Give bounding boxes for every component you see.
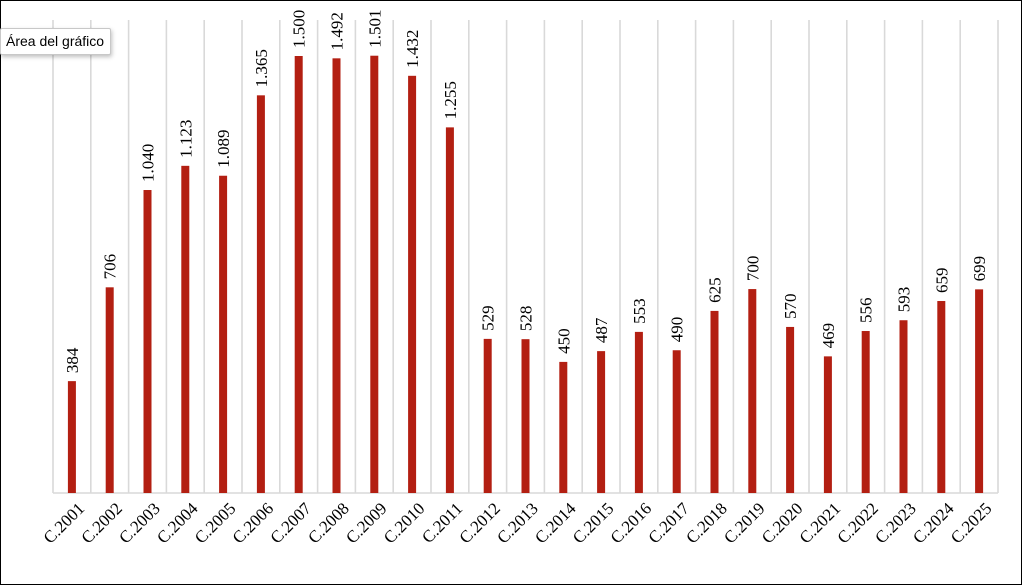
value-label: 450 [554, 328, 573, 354]
bar [294, 56, 303, 493]
category-label: C.2010 [380, 499, 429, 548]
category-label: C.2013 [493, 499, 542, 548]
category-label: C.2015 [569, 499, 618, 548]
bar [256, 95, 265, 493]
category-label: C.2007 [267, 499, 316, 548]
value-label: 384 [63, 347, 82, 373]
category-label: C.2025 [947, 499, 996, 548]
bar [559, 361, 568, 493]
category-label: C.2006 [229, 499, 278, 548]
value-label: 593 [895, 287, 914, 313]
bar [710, 310, 719, 493]
bar [861, 331, 870, 493]
category-labels: C.2001C.2002C.2003C.2004C.2005C.2006C.20… [40, 499, 996, 548]
value-label: 570 [781, 293, 800, 319]
category-label: C.2011 [418, 499, 466, 547]
value-label: 706 [101, 254, 120, 280]
value-label: 553 [630, 298, 649, 324]
bar [937, 301, 946, 493]
category-label: C.2009 [342, 499, 391, 548]
category-label: C.2014 [531, 499, 580, 548]
bar [105, 287, 114, 493]
bar [219, 175, 228, 493]
value-label: 1.492 [328, 12, 347, 50]
bar [975, 289, 984, 493]
category-label: C.2018 [682, 499, 731, 548]
value-label: 1.255 [441, 81, 460, 119]
value-label: 700 [743, 256, 762, 282]
category-label: C.2020 [758, 499, 807, 548]
category-label: C.2019 [720, 499, 769, 548]
bar [181, 165, 190, 493]
value-label: 1.365 [252, 49, 271, 87]
bar [597, 351, 606, 493]
value-label: 556 [857, 298, 876, 324]
bar [899, 320, 908, 493]
value-label: 529 [479, 305, 498, 331]
category-label: C.2016 [607, 499, 656, 548]
value-label: 528 [517, 306, 536, 332]
category-label: C.2017 [645, 499, 694, 548]
category-label: C.2001 [40, 499, 89, 548]
category-label: C.2004 [153, 499, 202, 548]
value-label: 1.432 [403, 30, 422, 68]
value-label: 1.040 [139, 144, 158, 182]
bar [634, 331, 643, 493]
bar [67, 381, 76, 493]
value-label: 490 [668, 317, 687, 343]
category-label: C.2021 [796, 499, 845, 548]
bar [143, 190, 152, 493]
bar [672, 350, 681, 493]
category-label: C.2003 [115, 499, 164, 548]
category-label: C.2022 [834, 499, 883, 548]
bar [748, 289, 757, 493]
value-labels: 384 706 1.040 1.123 1.089 1.365 1.500 1.492 1.50… [63, 9, 989, 373]
bar [332, 58, 341, 494]
bar [823, 356, 832, 493]
bars [67, 55, 984, 494]
value-label: 699 [970, 256, 989, 282]
category-label: C.2005 [191, 499, 240, 548]
value-label: 1.501 [365, 9, 384, 47]
category-label: C.2002 [78, 499, 127, 548]
value-label: 625 [706, 277, 725, 303]
chart-area-tooltip: Área del gráfico [0, 28, 112, 55]
value-label: 487 [592, 317, 611, 343]
bar [445, 127, 454, 494]
bar [521, 339, 530, 493]
gridlines [52, 20, 999, 493]
value-label: 1.500 [290, 10, 309, 48]
value-label: 659 [932, 268, 951, 294]
bar [408, 75, 417, 493]
bar [786, 326, 795, 493]
bar [483, 338, 492, 493]
category-label: C.2023 [871, 499, 920, 548]
value-label: 1.089 [214, 129, 233, 167]
category-label: C.2012 [456, 499, 505, 548]
value-label: 469 [819, 323, 838, 349]
value-label: 1.123 [176, 120, 195, 158]
bar [370, 55, 379, 493]
category-label: C.2024 [909, 499, 958, 548]
category-label: C.2008 [304, 499, 353, 548]
